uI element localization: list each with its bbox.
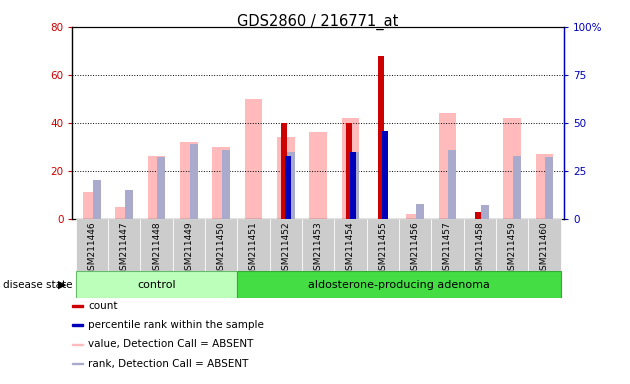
Bar — [496, 219, 529, 271]
Bar — [529, 219, 561, 271]
Bar — [309, 132, 327, 219]
Text: GSM211451: GSM211451 — [249, 221, 258, 276]
Text: GSM211449: GSM211449 — [185, 221, 193, 276]
Text: GSM211448: GSM211448 — [152, 221, 161, 276]
Bar — [503, 118, 521, 219]
Text: GSM211458: GSM211458 — [475, 221, 484, 276]
Text: GSM211454: GSM211454 — [346, 221, 355, 276]
Bar — [432, 219, 464, 271]
Bar — [72, 324, 83, 326]
Text: GSM211459: GSM211459 — [508, 221, 517, 276]
Text: control: control — [137, 280, 176, 290]
Bar — [140, 219, 173, 271]
Bar — [190, 144, 198, 219]
Text: GDS2860 / 216771_at: GDS2860 / 216771_at — [238, 13, 399, 30]
Bar — [302, 219, 335, 271]
Bar — [93, 180, 101, 219]
Text: GSM211457: GSM211457 — [443, 221, 452, 276]
Bar — [76, 271, 238, 298]
Bar — [72, 363, 83, 364]
Bar — [416, 204, 424, 219]
Bar — [180, 142, 198, 219]
Text: ▶: ▶ — [58, 280, 66, 290]
Bar — [277, 137, 295, 219]
Text: GSM211455: GSM211455 — [378, 221, 387, 276]
Bar — [72, 344, 83, 345]
Bar — [352, 152, 359, 219]
Text: disease state: disease state — [3, 280, 72, 290]
Bar — [335, 219, 367, 271]
Bar — [222, 150, 230, 219]
Bar — [158, 157, 166, 219]
Bar — [341, 118, 359, 219]
Bar — [115, 207, 133, 219]
Bar — [125, 190, 133, 219]
Bar — [285, 156, 291, 219]
Bar — [350, 152, 356, 219]
Bar — [287, 152, 295, 219]
Text: rank, Detection Call = ABSENT: rank, Detection Call = ABSENT — [88, 359, 249, 369]
Text: GSM211450: GSM211450 — [217, 221, 226, 276]
Bar — [281, 123, 287, 219]
Bar — [464, 219, 496, 271]
Bar — [438, 113, 456, 219]
Text: percentile rank within the sample: percentile rank within the sample — [88, 320, 264, 330]
Bar — [536, 154, 553, 219]
Text: GSM211453: GSM211453 — [314, 221, 323, 276]
Bar — [270, 219, 302, 271]
Text: count: count — [88, 301, 118, 311]
Bar — [382, 131, 388, 219]
Bar — [406, 214, 424, 219]
Bar — [244, 99, 262, 219]
Bar — [367, 219, 399, 271]
Bar — [205, 219, 238, 271]
Text: aldosterone-producing adenoma: aldosterone-producing adenoma — [308, 280, 490, 290]
Bar — [108, 219, 140, 271]
Text: GSM211452: GSM211452 — [282, 221, 290, 276]
Text: GSM211446: GSM211446 — [88, 221, 96, 276]
Bar — [173, 219, 205, 271]
Bar — [83, 192, 101, 219]
Bar — [72, 305, 83, 307]
Bar — [475, 212, 481, 219]
Text: GSM211456: GSM211456 — [411, 221, 420, 276]
Bar — [238, 271, 561, 298]
Bar — [399, 219, 432, 271]
Bar — [212, 147, 230, 219]
Bar — [346, 123, 352, 219]
Text: value, Detection Call = ABSENT: value, Detection Call = ABSENT — [88, 339, 253, 349]
Text: GSM211447: GSM211447 — [120, 221, 129, 276]
Bar — [449, 150, 456, 219]
Bar — [545, 157, 553, 219]
Bar — [378, 56, 384, 219]
Bar — [238, 219, 270, 271]
Bar — [76, 219, 108, 271]
Bar — [147, 157, 166, 219]
Text: GSM211460: GSM211460 — [540, 221, 549, 276]
Bar — [513, 156, 521, 219]
Bar — [481, 205, 489, 219]
